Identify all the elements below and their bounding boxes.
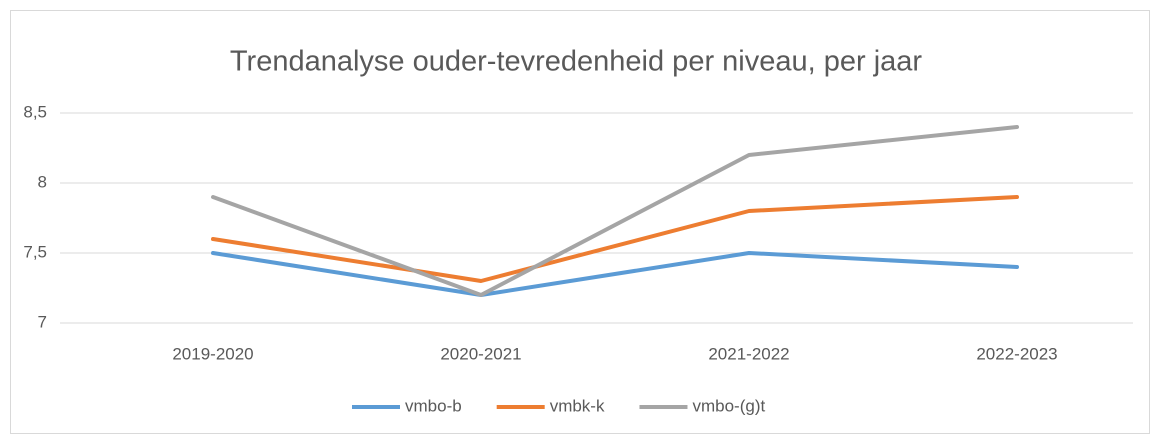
series-line [211,195,1019,283]
x-tick-label: 2021-2022 [708,344,789,363]
legend-label: vmbo-b [405,396,462,415]
chart-title: Trendanalyse ouder-tevredenheid per nive… [230,46,922,78]
series-line [211,125,1019,297]
series-line [211,251,1019,297]
x-tick-label: 2022-2023 [976,344,1057,363]
x-tick-label: 2020-2021 [440,344,521,363]
legend-label: vmbk-k [550,396,605,415]
y-tick-label: 7 [38,312,47,331]
y-tick-label: 8 [38,172,47,191]
legend-label: vmbo-(g)t [692,396,765,415]
chart-border [10,10,1150,434]
y-tick-label: 7,5 [23,242,47,261]
x-tick-label: 2019-2020 [172,344,253,363]
y-tick-label: 8,5 [23,102,47,121]
